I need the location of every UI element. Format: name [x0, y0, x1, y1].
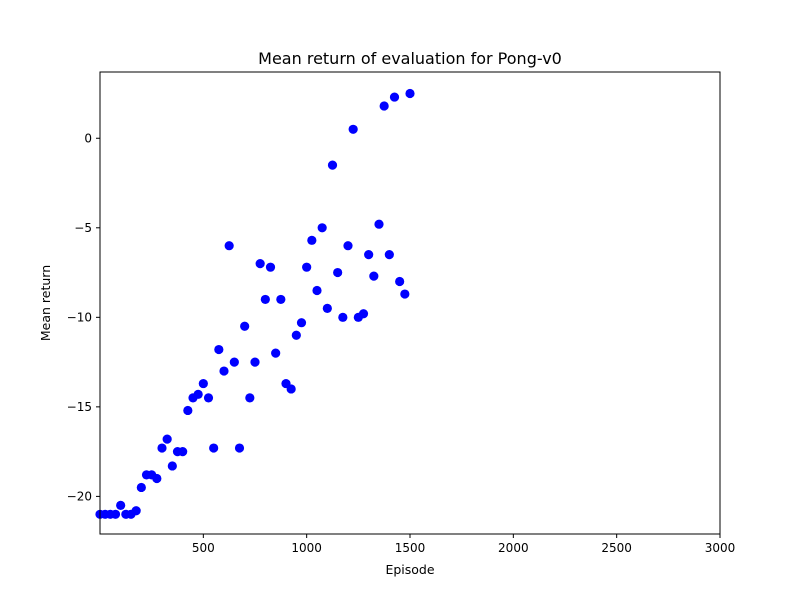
data-point	[255, 259, 265, 269]
x-tick-label: 1500	[395, 541, 426, 555]
x-tick-label: 2000	[498, 541, 529, 555]
data-point	[214, 344, 224, 355]
data-point	[229, 357, 239, 367]
data-point	[224, 241, 234, 251]
data-point	[333, 267, 343, 278]
data-point	[152, 473, 162, 484]
data-point	[234, 443, 245, 453]
data-point	[400, 289, 410, 299]
data-point	[338, 312, 348, 322]
data-point	[162, 434, 172, 444]
data-point	[389, 92, 400, 102]
data-points	[95, 88, 415, 519]
data-point	[167, 461, 177, 471]
data-point	[219, 366, 229, 376]
data-point	[286, 384, 296, 394]
data-point	[348, 124, 358, 134]
data-point	[317, 223, 327, 233]
data-point	[364, 250, 374, 260]
data-point	[374, 219, 384, 229]
data-point	[209, 443, 219, 453]
chart-title: Mean return of evaluation for Pong-v0	[258, 49, 562, 68]
data-point	[327, 160, 338, 170]
x-tick-label: 3000	[705, 541, 736, 555]
x-axis-label: Episode	[385, 562, 434, 577]
data-point	[131, 506, 141, 516]
data-point	[157, 443, 167, 453]
data-point	[343, 241, 353, 251]
data-point	[240, 321, 250, 331]
data-point	[271, 348, 281, 358]
y-tick-label: −20	[67, 489, 92, 503]
data-point	[260, 294, 270, 305]
y-axis-ticks: −20 −15 −10 −5 0	[67, 131, 100, 503]
data-point	[245, 393, 255, 403]
data-point	[358, 309, 369, 319]
data-point	[302, 262, 312, 272]
data-point	[291, 330, 301, 340]
data-point	[312, 285, 322, 296]
data-point	[369, 271, 379, 281]
x-tick-label: 2500	[601, 541, 632, 555]
y-tick-label: −5	[74, 221, 92, 235]
data-point	[110, 509, 121, 519]
data-point	[276, 294, 286, 305]
y-tick-label: −10	[67, 310, 92, 324]
x-tick-label: 500	[192, 541, 215, 555]
data-point	[183, 405, 193, 416]
data-point	[178, 447, 188, 457]
data-point	[405, 88, 415, 99]
data-point	[307, 235, 317, 245]
data-point	[250, 357, 260, 367]
y-axis-label: Mean return	[38, 265, 53, 341]
data-point	[265, 262, 276, 272]
data-point	[203, 393, 214, 403]
x-axis-ticks: 500 1000 1500 2000 2500 3000	[192, 534, 735, 555]
data-point	[116, 500, 126, 510]
data-point	[296, 318, 307, 328]
data-point	[136, 482, 146, 493]
data-point	[193, 389, 203, 399]
x-tick-label: 1000	[291, 541, 322, 555]
data-point	[198, 378, 208, 389]
y-tick-label: 0	[84, 131, 92, 145]
data-point	[384, 250, 394, 260]
data-point	[395, 276, 405, 287]
data-point	[322, 303, 332, 313]
plot-frame	[99, 71, 721, 535]
data-point	[379, 101, 389, 111]
y-tick-label: −15	[67, 400, 92, 414]
